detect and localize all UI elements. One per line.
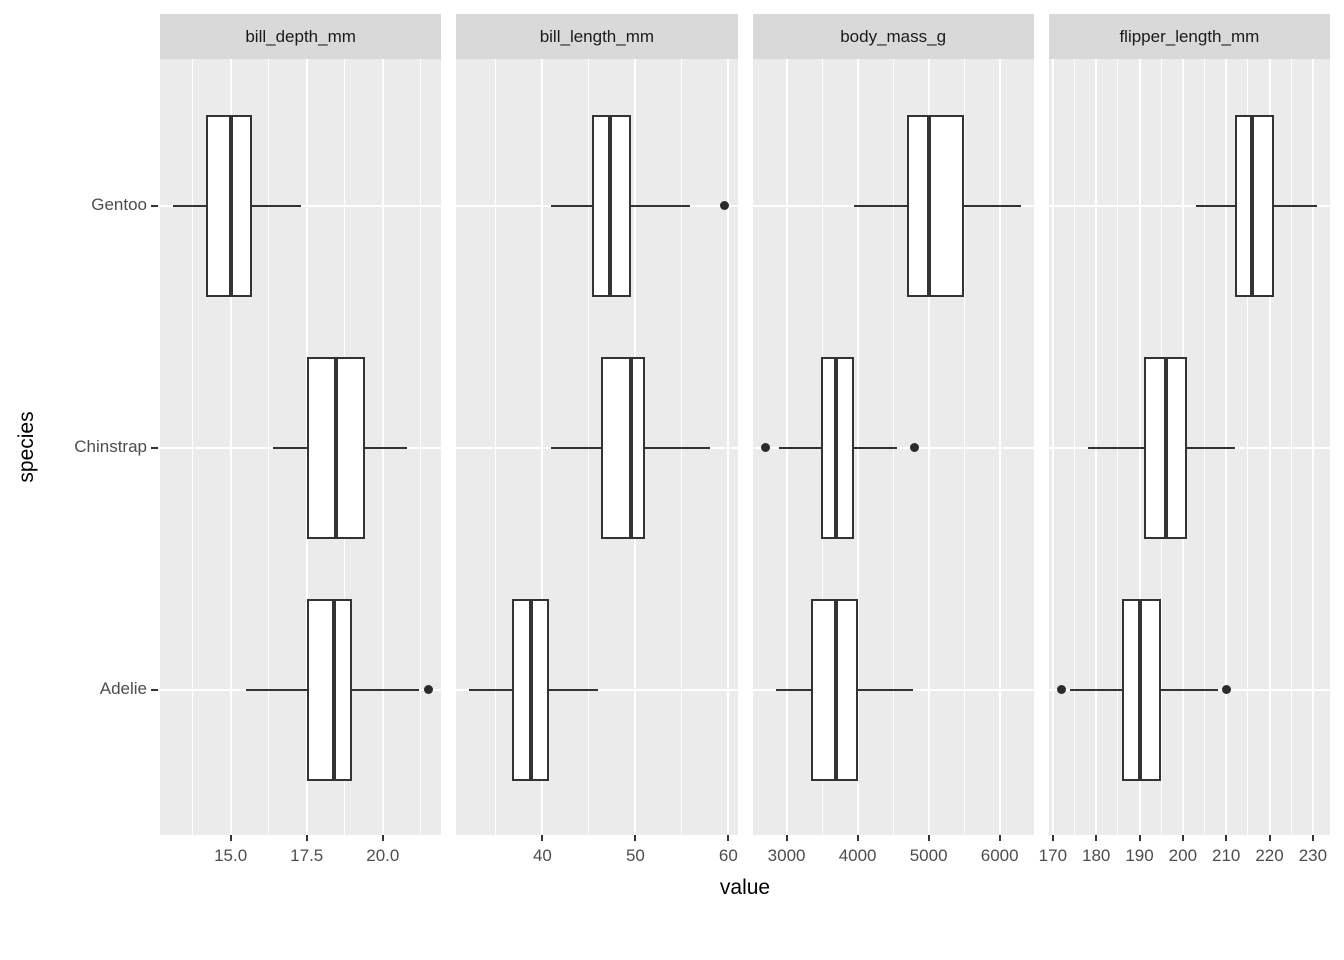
x-tick-label: 3000 — [767, 846, 806, 865]
y-tick-label-gentoo: Gentoo — [91, 194, 147, 214]
facet-strip-label: bill_depth_mm — [245, 26, 356, 46]
x-tick — [634, 835, 637, 841]
x-tick-label: 230 — [1298, 846, 1328, 865]
x-tick — [727, 835, 730, 841]
outlier-point — [1057, 685, 1067, 694]
y-tick — [151, 446, 158, 449]
facet-strip-label: flipper_length_mm — [1119, 26, 1260, 46]
gridline-major-y — [1048, 204, 1330, 207]
boxplot-box — [1122, 598, 1162, 781]
outlier-point — [909, 443, 919, 452]
y-tick-label-adelie: Adelie — [99, 678, 147, 698]
x-tick-label: 190 — [1125, 846, 1154, 865]
boxplot-median — [834, 358, 839, 537]
facet-strip: bill_length_mm — [456, 14, 738, 59]
x-tick-label: 170 — [1038, 846, 1068, 865]
x-tick — [1225, 835, 1228, 841]
x-tick — [1095, 835, 1098, 841]
boxplot-box — [907, 114, 965, 297]
gridline-major-y — [160, 204, 442, 207]
x-tick-label: 220 — [1255, 846, 1284, 865]
boxplot-median — [629, 358, 634, 537]
boxplot-median — [926, 116, 931, 295]
x-tick-label: 4000 — [838, 846, 877, 865]
x-tick-label: 15.0 — [214, 846, 248, 865]
x-tick — [1051, 835, 1054, 841]
x-axis-title: value — [719, 876, 771, 899]
x-tick — [998, 835, 1001, 841]
x-tick — [1311, 835, 1314, 841]
boxplot-median — [1137, 600, 1142, 779]
y-tick — [151, 204, 158, 207]
x-tick — [785, 835, 788, 841]
x-tick — [305, 835, 308, 841]
x-tick-label: 17.5 — [290, 846, 324, 865]
boxplot-box — [1234, 114, 1274, 297]
x-tick-label: 180 — [1082, 846, 1111, 865]
x-tick-label: 5000 — [909, 846, 948, 865]
outlier-point — [1221, 685, 1231, 694]
boxplot-median — [332, 600, 337, 779]
outlier-point — [760, 443, 770, 452]
boxplot-median — [1250, 116, 1255, 295]
boxplot-median — [529, 600, 534, 779]
x-tick — [541, 835, 544, 841]
y-tick-label-chinstrap: Chinstrap — [74, 436, 147, 456]
x-tick-label: 50 — [625, 846, 645, 865]
x-tick — [1138, 835, 1141, 841]
x-tick — [927, 835, 930, 841]
y-axis-title: species — [15, 411, 38, 483]
x-tick-label: 200 — [1168, 846, 1198, 865]
facet-strip: body_mass_g — [752, 14, 1034, 59]
y-tick — [151, 688, 158, 691]
x-tick-label: 210 — [1212, 846, 1241, 865]
x-tick — [856, 835, 859, 841]
boxplot-median — [834, 600, 839, 779]
boxplot-box — [601, 356, 646, 539]
boxplot-median — [333, 358, 338, 537]
x-tick — [381, 835, 384, 841]
x-tick — [1268, 835, 1271, 841]
facet-strip-label: bill_length_mm — [539, 26, 655, 46]
boxplot-box — [306, 598, 353, 781]
boxplot-median — [608, 116, 613, 295]
x-tick-label: 40 — [532, 846, 552, 865]
outlier-point — [423, 685, 433, 694]
facet-strip: flipper_length_mm — [1048, 14, 1330, 59]
x-tick-label: 60 — [718, 846, 738, 865]
boxplot-median — [1163, 358, 1168, 537]
facet-strip: bill_depth_mm — [160, 14, 442, 59]
facet-strip-label: body_mass_g — [840, 26, 947, 46]
x-tick-label: 20.0 — [366, 846, 400, 865]
outlier-point — [720, 201, 730, 210]
x-tick — [229, 835, 232, 841]
x-tick — [1181, 835, 1184, 841]
x-tick-label: 6000 — [980, 846, 1019, 865]
boxplot-median — [228, 116, 233, 295]
